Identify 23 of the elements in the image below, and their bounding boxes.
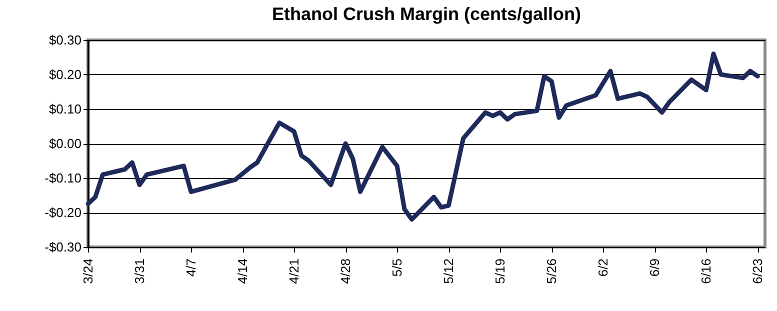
x-tick-label: 6/23	[750, 258, 766, 284]
y-tick-label: $0.10	[48, 102, 82, 116]
x-tick-label: 4/28	[338, 258, 354, 284]
y-tick-label: $0.00	[48, 136, 82, 151]
x-tick-label: 4/14	[235, 258, 250, 284]
x-tick-label: 3/24	[80, 258, 96, 284]
x-tick-label: 6/16	[698, 258, 714, 284]
x-tick-label: 6/9	[647, 258, 662, 277]
x-tick-label: 5/19	[492, 258, 508, 284]
x-tick-label: 5/12	[441, 258, 456, 284]
y-tick-label: $0.30	[48, 32, 82, 48]
x-tick-label: 6/2	[596, 258, 611, 277]
x-tick-label: 4/7	[184, 258, 199, 277]
x-tick-label: 5/5	[390, 258, 405, 277]
x-tick-label: 4/21	[286, 258, 302, 284]
chart-title: Ethanol Crush Margin (cents/gallon)	[272, 4, 582, 24]
x-tick-label: 5/26	[544, 258, 560, 284]
y-tick-label: -$0.20	[44, 205, 82, 220]
x-tick-label: 3/31	[132, 258, 148, 284]
line-series	[86, 52, 760, 222]
y-tick-label: -$0.10	[44, 170, 82, 186]
y-tick-label: -$0.30	[44, 240, 82, 254]
y-tick-label: $0.20	[48, 67, 82, 82]
